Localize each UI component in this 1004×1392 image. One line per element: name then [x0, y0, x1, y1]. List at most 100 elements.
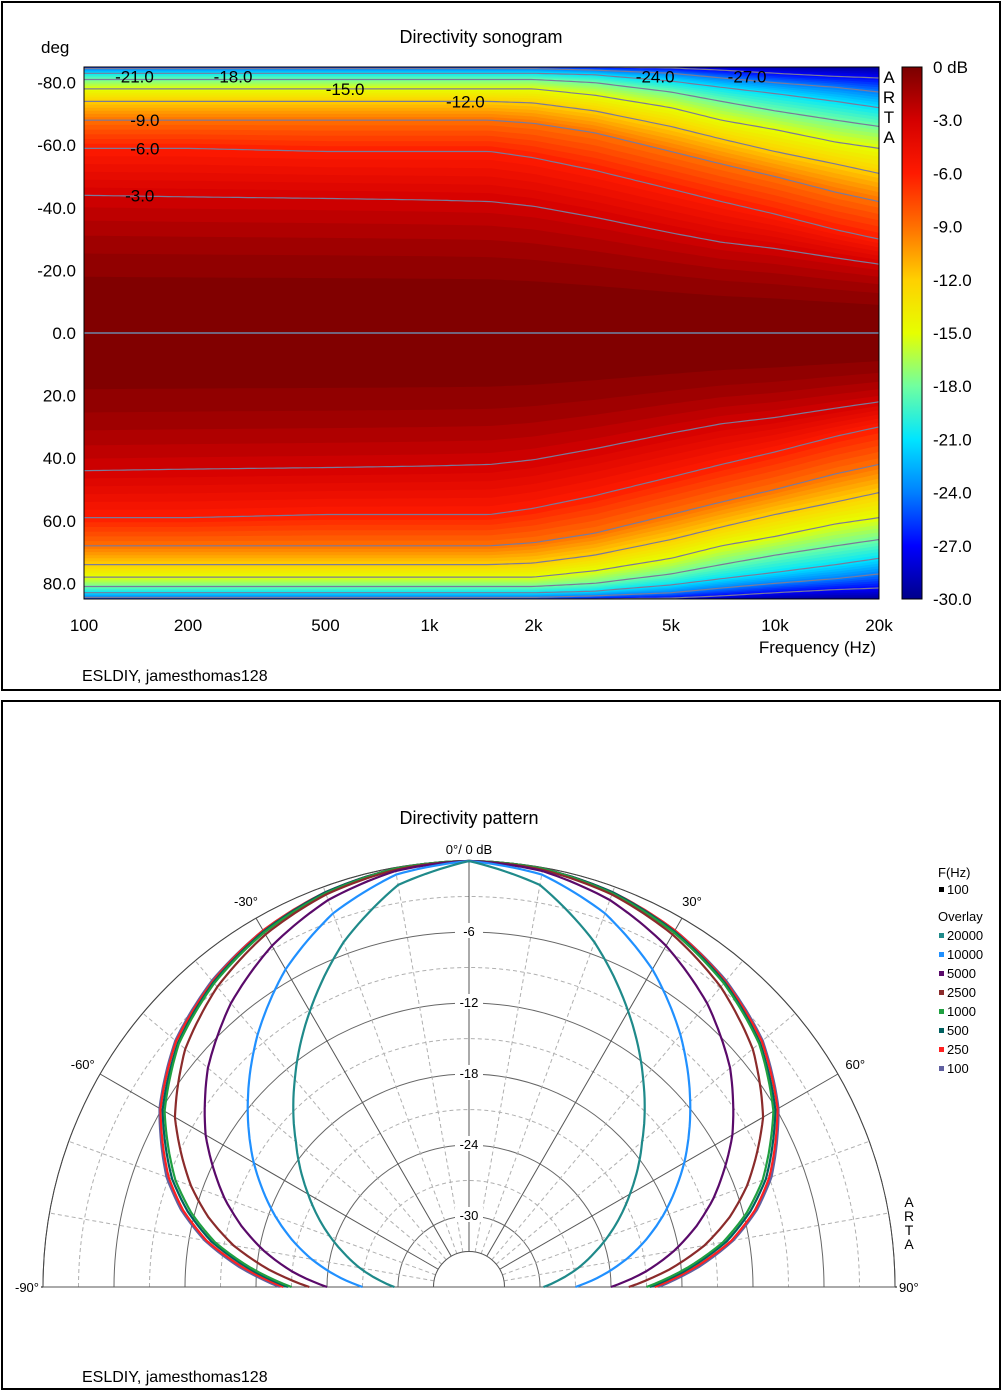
brand-letter: A [904, 1236, 914, 1252]
x-tick-label: 100 [70, 616, 98, 635]
colorbar-tick-label: -15.0 [933, 324, 972, 343]
polar-angle-label: -30° [234, 894, 258, 909]
polar-radial-label: -6 [463, 924, 475, 939]
contour-label: -15.0 [326, 80, 365, 99]
contour-line [84, 88, 879, 149]
y-tick-label: 80.0 [43, 574, 76, 593]
polar-spoke [255, 917, 452, 1257]
polar-radial-label: -18 [460, 1066, 479, 1081]
brand-letter: T [905, 1222, 914, 1238]
y-tick-label: -20.0 [37, 261, 76, 280]
sonogram-heatmap [84, 67, 879, 599]
x-tick-label: 20k [865, 616, 893, 635]
legend-entry: 10000 [947, 947, 983, 962]
y-tick-label: -80.0 [37, 74, 76, 93]
contour-line [84, 538, 879, 588]
contour-label: -3.0 [125, 186, 154, 205]
legend-entry: 1000 [947, 1004, 976, 1019]
polar-radial-label-bg [455, 1136, 483, 1151]
x-tick-label: 2k [525, 616, 543, 635]
polar-radial-label-bg [455, 923, 483, 938]
colorbar-tick-label: -21.0 [933, 430, 972, 449]
contour-label: -21.0 [115, 67, 154, 86]
legend-swatch [939, 1028, 944, 1033]
contour-label: -9.0 [130, 111, 159, 130]
legend-entry: 20000 [947, 928, 983, 943]
polar-spoke [99, 1073, 439, 1270]
polar-radial-label-bg [455, 1207, 483, 1222]
polar-credit: ESLDIY, jamesthomas128 [82, 1369, 268, 1386]
colorbar-tick-label: -6.0 [933, 164, 962, 183]
legend-swatch [939, 1066, 944, 1071]
polar-spoke-minor [491, 960, 744, 1261]
contour-line [84, 68, 879, 93]
colorbar-tick-label: -18.0 [933, 377, 972, 396]
contour-line [84, 517, 879, 578]
polar-angle-label: -90° [15, 1280, 39, 1295]
polar-spoke-minor [68, 1140, 436, 1276]
polar-angle-label: 60° [845, 1057, 865, 1072]
polar-angle-label: -60° [71, 1057, 95, 1072]
legend-overlay-header: Overlay [938, 909, 983, 924]
sonogram-y-unit: deg [41, 38, 69, 57]
polar-series [158, 859, 780, 1289]
x-tick-label: 10k [761, 616, 789, 635]
polar-panel: Directivity pattern -90° -60° -30° 30° 60° 90… [1, 700, 1001, 1390]
brand-letter: A [904, 1194, 914, 1210]
polar-spoke-minor [49, 1212, 435, 1282]
polar-spoke-minor [322, 886, 458, 1254]
y-tick-label: -60.0 [37, 136, 76, 155]
polar-radial-label: -12 [460, 995, 479, 1010]
polar-ring-minor [362, 1180, 576, 1288]
contour-line [84, 72, 879, 109]
contour-line [84, 587, 879, 599]
x-tick-label: 500 [311, 616, 339, 635]
colorbar-tick-label: -27.0 [933, 537, 972, 556]
polar-spoke-minor [480, 886, 616, 1254]
legend-current-label: 100 [947, 882, 969, 897]
y-tick-label: 20.0 [43, 387, 76, 406]
sonogram-panel: Directivity sonogram deg -21.0 -18.0 -15.0… [1, 1, 1001, 691]
colorbar-ticks: 0 dB -3.0 -6.0 -9.0 -12.0 -15.0 -18.0 -21.0 -24.… [933, 58, 972, 609]
sonogram-y-ticks: -80.0 -60.0 -40.0 -20.0 0.0 20.0 40.0 60.0 80.0 [37, 74, 76, 594]
polar-spoke-minor [502, 1140, 870, 1276]
legend-current-swatch [939, 887, 944, 892]
polar-ring-minor [220, 1038, 718, 1288]
legend-swatch [939, 971, 944, 976]
polar-title: Directivity pattern [399, 808, 538, 828]
sonogram-contour-labels: -21.0 -18.0 -15.0 -12.0 -9.0 -6.0 -3.0 -24.0 -27… [115, 67, 766, 205]
sonogram-x-label: Frequency (Hz) [759, 638, 876, 657]
contour-line [84, 573, 879, 598]
colorbar-tick-label: -3.0 [933, 111, 962, 130]
polar-spoke [486, 917, 683, 1257]
polar-angle-label: 90° [899, 1280, 919, 1295]
brand-letter: R [883, 88, 895, 107]
legend-swatch [939, 990, 944, 995]
contour-label: -6.0 [130, 139, 159, 158]
polar-ring-minor [78, 896, 860, 1288]
x-tick-label: 5k [662, 616, 680, 635]
contour-line [84, 147, 879, 240]
polar-top-label: 0°/ 0 dB [446, 842, 492, 857]
contour-line [84, 463, 879, 547]
legend-entry: 2500 [947, 985, 976, 1000]
legend-entry: 100 [947, 1061, 969, 1076]
contour-line [84, 119, 879, 203]
sonogram-x-ticks: 100 200 500 1k 2k 5k 10k 20k [70, 616, 893, 635]
sonogram-chart: Directivity sonogram deg -21.0 -18.0 -15.0… [37, 27, 972, 685]
x-tick-label: 1k [421, 616, 439, 635]
sonogram-contours [84, 67, 879, 599]
polar-radial-label-bg [455, 1065, 483, 1080]
polar-radial-label-bg [455, 994, 483, 1009]
colorbar-tick-label: -30.0 [933, 590, 972, 609]
polar-radial-label: -30 [460, 1208, 479, 1223]
brand-letter: A [883, 68, 895, 87]
polar-spoke-minor [194, 960, 447, 1261]
contour-line [84, 67, 879, 79]
legend-swatch [939, 952, 944, 957]
colorbar-tick-label: -12.0 [933, 271, 972, 290]
polar-legend: F(Hz) 100 Overlay 20000 10000 5000 2500 1000 500… [938, 865, 983, 1076]
brand-letter: T [884, 108, 894, 127]
